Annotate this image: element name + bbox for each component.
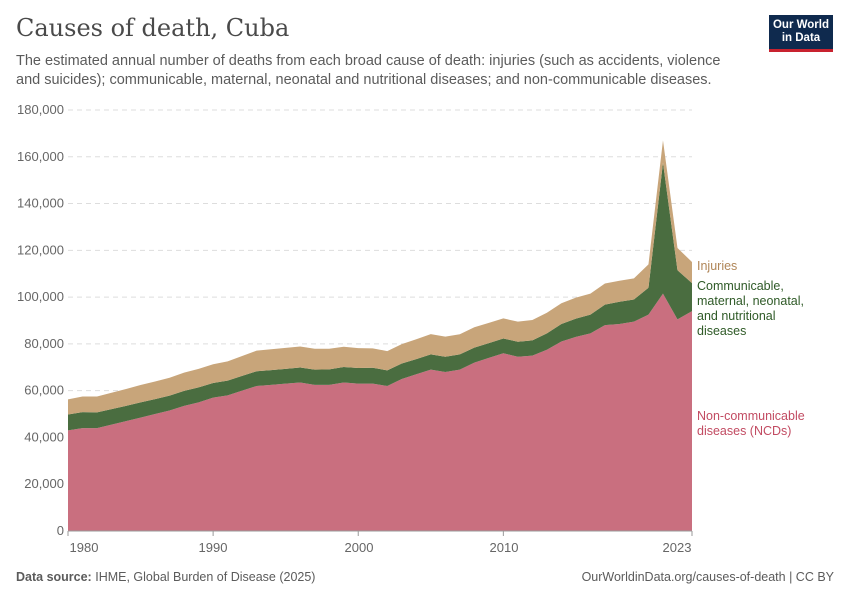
y-tick-label: 160,000 xyxy=(17,149,64,164)
y-tick-label: 100,000 xyxy=(17,289,64,304)
y-tick-label: 80,000 xyxy=(24,336,64,351)
legend-injuries: Injuries xyxy=(697,259,737,273)
x-tick-label: 2010 xyxy=(490,540,519,555)
legend-communicable-line: maternal, neonatal, xyxy=(697,294,804,308)
legend-communicable-line: and nutritional xyxy=(697,309,776,323)
chart-title: Causes of death, Cuba xyxy=(16,14,290,42)
x-tick-label: 2023 xyxy=(663,540,692,555)
source-label: Data source: xyxy=(16,570,92,584)
chart-subtitle: The estimated annual number of deaths fr… xyxy=(16,53,721,88)
source-text: IHME, Global Burden of Disease (2025) xyxy=(95,570,316,584)
area-series-0 xyxy=(68,293,692,531)
legend-ncd-line: Non-communicable xyxy=(697,409,805,423)
y-tick-label: 120,000 xyxy=(17,242,64,257)
stacked-area-chart: 0 20,000 40,000 60,000 80,000 100,000 120,000 1… xyxy=(17,102,805,555)
area-series-1 xyxy=(68,162,692,431)
source-link[interactable]: OurWorldinData.org/causes-of-death | CC … xyxy=(581,570,834,584)
owid-logo[interactable]: Our World in Data xyxy=(769,15,833,52)
legend-communicable-line: Communicable, xyxy=(697,279,784,293)
area-series-2 xyxy=(68,140,692,415)
y-tick-label: 0 xyxy=(57,523,64,538)
logo-line2: in Data xyxy=(781,32,821,44)
y-tick-label: 40,000 xyxy=(24,429,64,444)
legend-ncd-line: diseases (NCDs) xyxy=(697,424,791,438)
y-tick-label: 60,000 xyxy=(24,383,64,398)
logo-line1: Our World xyxy=(772,19,829,31)
y-tick-label: 20,000 xyxy=(24,476,64,491)
x-tick-label: 2000 xyxy=(345,540,374,555)
legend-communicable-line: diseases xyxy=(697,324,746,338)
y-tick-label: 140,000 xyxy=(17,196,64,211)
x-tick-label: 1980 xyxy=(70,540,99,555)
x-tick-label: 1990 xyxy=(199,540,228,555)
y-tick-label: 180,000 xyxy=(17,102,64,117)
data-source: Data source: IHME, Global Burden of Dise… xyxy=(16,570,315,584)
